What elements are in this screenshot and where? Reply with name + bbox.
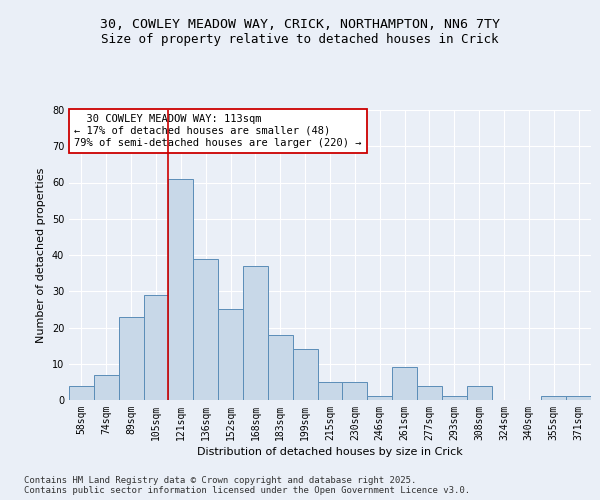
Text: Size of property relative to detached houses in Crick: Size of property relative to detached ho… xyxy=(101,32,499,46)
Bar xyxy=(417,386,442,400)
Bar xyxy=(317,382,343,400)
Bar xyxy=(94,374,119,400)
Bar xyxy=(268,335,293,400)
Bar xyxy=(119,316,143,400)
Bar xyxy=(566,396,591,400)
Text: 30, COWLEY MEADOW WAY, CRICK, NORTHAMPTON, NN6 7TY: 30, COWLEY MEADOW WAY, CRICK, NORTHAMPTO… xyxy=(100,18,500,30)
X-axis label: Distribution of detached houses by size in Crick: Distribution of detached houses by size … xyxy=(197,447,463,457)
Bar xyxy=(392,368,417,400)
Bar xyxy=(169,179,193,400)
Bar xyxy=(293,349,317,400)
Bar xyxy=(442,396,467,400)
Bar xyxy=(367,396,392,400)
Bar xyxy=(343,382,367,400)
Text: 30 COWLEY MEADOW WAY: 113sqm
← 17% of detached houses are smaller (48)
79% of se: 30 COWLEY MEADOW WAY: 113sqm ← 17% of de… xyxy=(74,114,362,148)
Bar xyxy=(541,396,566,400)
Bar xyxy=(243,266,268,400)
Bar xyxy=(467,386,491,400)
Bar xyxy=(218,310,243,400)
Y-axis label: Number of detached properties: Number of detached properties xyxy=(36,168,46,342)
Bar xyxy=(69,386,94,400)
Text: Contains HM Land Registry data © Crown copyright and database right 2025.
Contai: Contains HM Land Registry data © Crown c… xyxy=(24,476,470,495)
Bar xyxy=(143,295,169,400)
Bar xyxy=(193,258,218,400)
